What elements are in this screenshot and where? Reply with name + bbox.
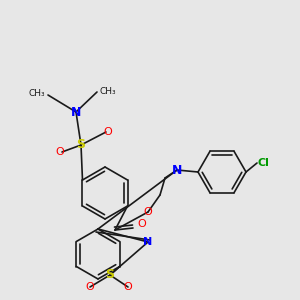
Text: N: N	[172, 164, 182, 176]
Text: CH₃: CH₃	[100, 86, 117, 95]
Text: O: O	[124, 282, 132, 292]
Text: O: O	[103, 127, 112, 137]
Text: N: N	[71, 106, 81, 118]
Text: O: O	[85, 282, 94, 292]
Text: O: O	[56, 147, 64, 157]
Text: O: O	[138, 219, 146, 229]
Text: S: S	[106, 268, 115, 281]
Text: O: O	[144, 207, 152, 217]
Text: Cl: Cl	[257, 158, 269, 168]
Text: N: N	[143, 237, 153, 247]
Text: S: S	[76, 139, 85, 152]
Text: CH₃: CH₃	[28, 89, 45, 98]
